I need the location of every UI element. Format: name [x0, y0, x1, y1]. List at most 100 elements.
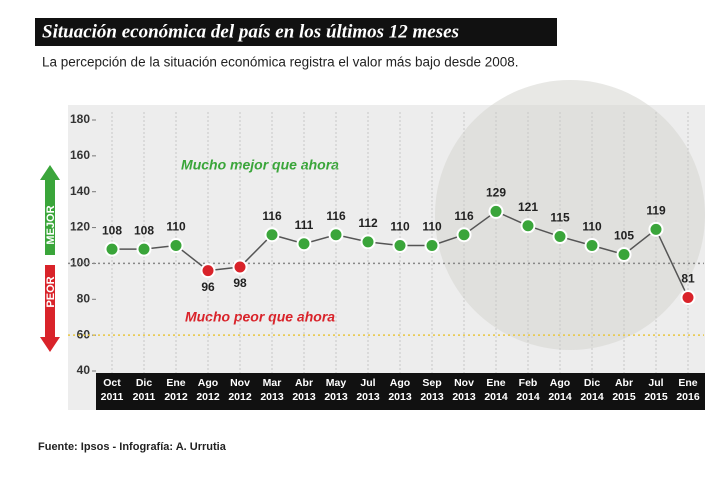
x-tick-part: Ago: [198, 377, 218, 389]
x-tick-part: Dic: [136, 377, 153, 389]
down-label: PEOR: [45, 276, 57, 307]
x-tick-label: Ago 2014: [548, 377, 572, 403]
value-label: 129: [486, 186, 506, 200]
x-tick-part: 2014: [484, 391, 508, 403]
value-label: 110: [390, 220, 410, 234]
x-tick-part: 2013: [452, 391, 476, 403]
x-tick-part: 2014: [516, 391, 540, 403]
x-tick-part: 2014: [548, 391, 572, 403]
value-label: 105: [614, 229, 634, 243]
value-label: 81: [681, 272, 695, 286]
x-tick-label: Nov 2012: [228, 377, 252, 403]
point: [328, 227, 344, 243]
title-banner: [35, 18, 557, 46]
point: [392, 238, 408, 253]
value-label: 110: [166, 220, 186, 234]
x-tick-part: 2016: [676, 391, 700, 403]
value-label: 110: [422, 220, 442, 234]
x-tick-part: Mar: [263, 377, 282, 389]
point: [680, 289, 696, 305]
x-tick-label: Jul 2015: [644, 377, 668, 403]
x-tick-part: Ago: [550, 377, 570, 389]
value-label: 115: [550, 211, 570, 225]
x-tick-label: Nov 2013: [452, 377, 476, 403]
y-tick-label: 60: [77, 327, 91, 341]
x-tick-label: Sep 2013: [420, 377, 444, 403]
x-tick-part: 2012: [196, 391, 220, 403]
x-tick-part: Ene: [486, 377, 505, 389]
x-tick-label: Jul 2013: [356, 377, 380, 403]
x-tick-part: 2012: [228, 391, 252, 403]
x-tick-part: May: [326, 377, 347, 389]
x-tick-part: 2015: [644, 391, 668, 403]
x-tick-part: Ago: [390, 377, 410, 389]
annotation-better: Mucho mejor que ahora: [181, 157, 339, 173]
chart-subtitle: La percepción de la situación económica …: [42, 55, 519, 70]
value-label: 96: [201, 280, 215, 294]
y-tick-label: 160: [70, 148, 90, 162]
x-tick-label: Dic 2014: [580, 377, 604, 403]
x-tick-label: Ene 2014: [484, 377, 508, 403]
x-tick-part: Abr: [295, 377, 313, 389]
x-tick-part: Nov: [230, 377, 250, 389]
source: Fuente: Ipsos - Infografía: A. Urrutia: [38, 441, 227, 453]
y-tick-label: 80: [77, 291, 91, 305]
y-tick-label: 140: [70, 184, 90, 198]
x-tick-label: Dic 2011: [133, 377, 156, 403]
x-tick-label: Ago 2013: [388, 377, 412, 403]
annotation-worse: Mucho peor que ahora: [185, 309, 335, 325]
x-tick-part: 2015: [612, 391, 636, 403]
point: [264, 227, 280, 243]
x-tick-label: Oct 2011: [101, 377, 124, 403]
point: [648, 221, 664, 237]
down-arrow: [40, 265, 60, 352]
x-tick-part: 2011: [133, 391, 156, 403]
x-tick-part: 2013: [420, 391, 444, 403]
x-tick-part: Ene: [166, 377, 185, 389]
x-tick-label: Abr 2013: [292, 377, 316, 403]
point: [616, 246, 632, 262]
value-label: 98: [233, 276, 247, 290]
x-tick-label: Ene 2012: [164, 377, 188, 403]
y-tick-label: 40: [77, 363, 91, 377]
value-label: 108: [134, 223, 154, 237]
x-tick-part: Feb: [519, 377, 538, 389]
point: [136, 241, 152, 257]
x-tick-part: Dic: [584, 377, 601, 389]
y-tick-label: 120: [70, 220, 90, 234]
y-tick-label: 100: [70, 256, 90, 270]
point: [520, 218, 536, 234]
x-tick-label: Mar 2013: [260, 377, 284, 403]
x-tick-part: Sep: [422, 377, 441, 389]
x-tick-part: 2013: [388, 391, 412, 403]
point: [488, 203, 504, 219]
point: [424, 238, 440, 253]
x-tick-part: 2013: [260, 391, 284, 403]
x-tick-label: Ene 2016: [676, 377, 700, 403]
point: [232, 259, 248, 275]
point: [296, 236, 312, 252]
point: [104, 241, 120, 257]
x-tick-part: Oct: [103, 377, 121, 389]
category-band: [96, 373, 705, 410]
x-tick-part: 2013: [324, 391, 348, 403]
value-label: 116: [454, 209, 474, 223]
x-tick-label: Feb 2014: [516, 377, 540, 403]
value-label: 111: [295, 218, 314, 232]
y-tick-label: 180: [70, 112, 90, 126]
point: [360, 234, 376, 250]
x-tick-part: Nov: [454, 377, 474, 389]
x-tick-part: 2012: [164, 391, 188, 403]
x-tick-label: Abr 2015: [612, 377, 636, 403]
x-tick-label: May 2013: [324, 377, 348, 403]
point: [200, 263, 216, 279]
x-tick-part: Jul: [360, 377, 375, 389]
x-tick-part: Abr: [615, 377, 633, 389]
bomb-illustration: [435, 80, 705, 350]
value-label: 119: [646, 204, 666, 218]
value-label: 108: [102, 223, 122, 237]
x-tick-part: 2013: [356, 391, 380, 403]
up-arrow: [40, 165, 60, 255]
value-label: 121: [518, 200, 538, 214]
